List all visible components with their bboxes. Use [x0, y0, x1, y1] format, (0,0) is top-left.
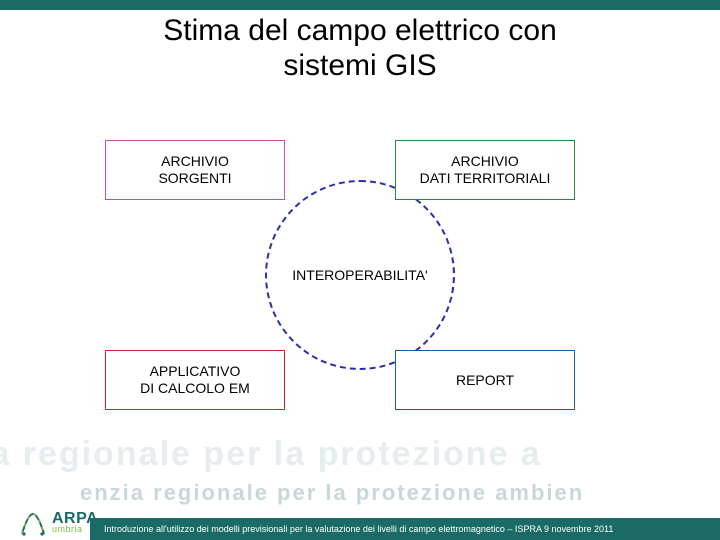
footer-text: Introduzione all'utilizzo dei modelli pr… [104, 524, 613, 534]
box-archivio-sorgenti: ARCHIVIOSORGENTI [105, 140, 285, 200]
box-label: ARCHIVIODATI TERRITORIALI [420, 153, 551, 187]
page-title: Stima del campo elettrico con sistemi GI… [0, 14, 720, 83]
box-label: APPLICATIVODI CALCOLO EM [140, 363, 250, 397]
box-applicativo-calcolo-em: APPLICATIVODI CALCOLO EM [105, 350, 285, 410]
title-line-1: Stima del campo elettrico con [163, 14, 557, 47]
watermark-line-2: enzia regionale per la protezione ambien [80, 480, 584, 506]
box-label: ARCHIVIOSORGENTI [158, 153, 231, 187]
interoperability-diagram: ARCHIVIOSORGENTI ARCHIVIODATI TERRITORIA… [0, 130, 720, 430]
box-report: REPORT [395, 350, 575, 410]
top-accent-bar [0, 0, 720, 10]
box-archivio-dati-territoriali: ARCHIVIODATI TERRITORIALI [395, 140, 575, 200]
slide-page: Stima del campo elettrico con sistemi GI… [0, 0, 720, 540]
arpa-logo-icon [18, 508, 48, 538]
footer-bar: Introduzione all'utilizzo dei modelli pr… [90, 518, 720, 540]
watermark-line-1: zia regionale per la protezione a [0, 435, 542, 474]
interoperability-label: INTEROPERABILITA' [280, 267, 440, 283]
arpa-logo: ARPA umbria [18, 508, 98, 538]
title-line-2: sistemi GIS [283, 49, 436, 82]
box-label: REPORT [456, 372, 514, 389]
